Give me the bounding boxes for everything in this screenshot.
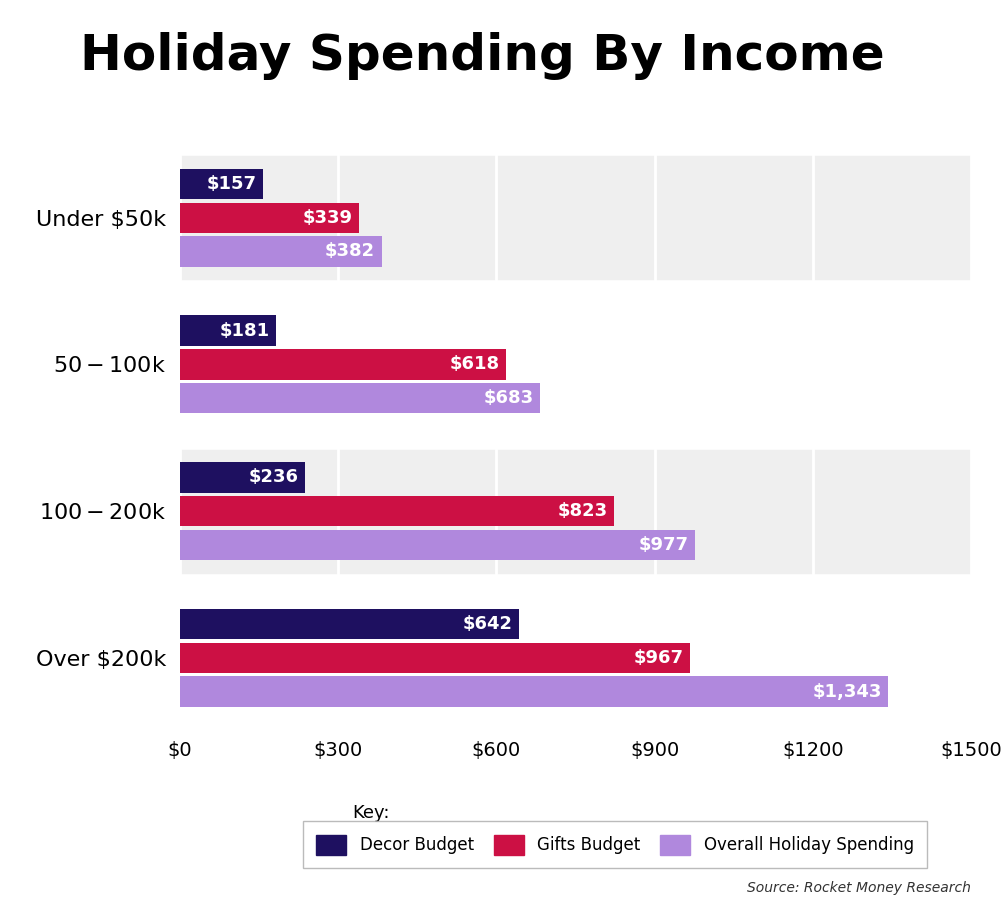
Bar <box>180 609 519 639</box>
Text: $967: $967 <box>634 649 684 666</box>
Bar <box>180 383 541 413</box>
Text: $157: $157 <box>206 175 256 193</box>
Bar <box>180 643 690 673</box>
Text: $382: $382 <box>325 242 375 261</box>
Text: $642: $642 <box>462 615 513 633</box>
Text: $618: $618 <box>449 355 499 374</box>
Text: $823: $823 <box>558 502 608 521</box>
Text: Key:: Key: <box>352 804 389 823</box>
Bar <box>180 450 971 573</box>
Text: $181: $181 <box>219 321 269 340</box>
Text: $683: $683 <box>483 389 534 408</box>
Bar <box>180 463 304 493</box>
Text: Holiday Spending By Income: Holiday Spending By Income <box>80 32 885 80</box>
Text: $236: $236 <box>248 468 298 487</box>
Bar <box>180 156 971 279</box>
Bar <box>180 349 506 380</box>
Bar <box>180 316 275 346</box>
Text: $1,343: $1,343 <box>813 683 882 700</box>
Legend: Decor Budget, Gifts Budget, Overall Holiday Spending: Decor Budget, Gifts Budget, Overall Holi… <box>303 822 927 868</box>
Bar <box>180 530 696 560</box>
Bar <box>180 203 359 233</box>
Bar <box>180 496 614 526</box>
Text: Source: Rocket Money Research: Source: Rocket Money Research <box>747 881 971 895</box>
Text: $339: $339 <box>302 208 352 227</box>
Bar <box>180 236 381 266</box>
Bar <box>180 169 263 199</box>
Bar <box>180 677 888 707</box>
Text: $977: $977 <box>639 536 689 554</box>
